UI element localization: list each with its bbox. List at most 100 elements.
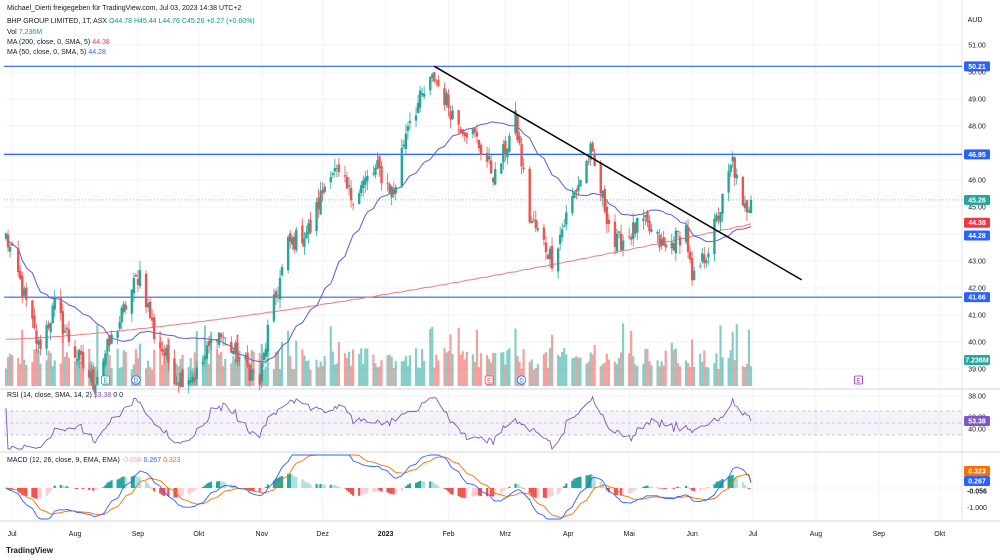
volume-bar [563,348,566,386]
macd-hist-bar [414,482,418,488]
candle-body [627,236,631,238]
volume-bar [528,362,531,386]
candle-body [195,367,199,379]
candle-body [514,110,517,134]
volume-bar [530,359,533,386]
volume-bar [494,352,497,386]
volume-bar [715,353,718,386]
candle-body [684,225,688,243]
volume-bar [390,356,393,386]
macd-hist-bar [743,484,746,488]
macd-hist-bar [715,482,718,488]
time-tick-label: Okt [193,531,204,538]
candle-body [707,253,710,258]
level-price-tag-bg [964,292,990,303]
macd-hist-bar [193,488,196,491]
volume-bar [561,351,564,386]
macd-hist-bar [144,480,148,488]
tradingview-logo[interactable]: TradingView [6,546,53,555]
macd-hist-bar [705,488,708,489]
macd-hist-bar [457,488,460,497]
volume-bar [701,361,704,386]
macd-hist-bar [656,486,659,488]
volume-bar [303,355,306,386]
volume-bar [73,361,77,386]
macd-hist-bar [159,488,162,494]
macd-hist-bar [644,485,647,488]
candle-body [303,238,306,248]
macd-hist-bar [418,480,422,488]
volume-bar [717,369,720,386]
volume-bar [408,355,412,386]
macd-hist-bar [21,488,24,496]
price-tick-label: 43.00 [968,259,986,266]
macd-hist-bar [575,477,578,488]
rsi-line [5,395,752,450]
volume-bar [165,353,168,386]
macd-hist-bar [433,483,436,488]
candle-body [437,80,440,86]
macd-hist-bar [532,488,535,498]
volume-bar [664,350,667,386]
time-tick-label: Nov [256,531,269,538]
volume-bar [159,331,162,386]
volume-bar [364,348,367,386]
macd-hist-bar [449,488,452,495]
candle-body [457,110,460,125]
volume-bar [177,366,180,386]
volume-bar [53,360,56,386]
symbol-legend: BHP GROUP LIMITED, 1T, ASX O44.78 H45.44… [7,18,255,25]
volume-bar [404,356,407,386]
macd-hist-bar [335,485,338,488]
candle-body [571,196,574,214]
macd-hist-bar [305,482,308,488]
candle-body [136,279,140,285]
candle-body [19,270,22,279]
macd-hist-bar [721,478,724,488]
macd-hist-bar [252,488,255,491]
candle-body [23,288,26,296]
candle-body [102,361,105,380]
macd-hist-bar [49,488,52,492]
volume-bar [713,363,716,386]
candle-body [727,171,730,193]
macd-hist-bar [195,488,198,489]
volume-bar [380,360,383,386]
macd-hist-bar [104,485,107,488]
rsi-value: 53.38 [93,392,112,399]
candle-body [244,356,247,359]
candle-body [459,128,462,133]
time-tick-label: 2023 [378,531,394,538]
candle-body [587,160,590,163]
volume-bar [35,348,38,386]
macd-legend: MACD (12, 26, close, 9, EMA, EMA) -0.056… [7,457,181,464]
macd-hist-bar [205,483,209,488]
volume-bar [110,367,113,386]
volume-bar [605,353,608,386]
candle-body [433,72,436,82]
ma50-price-tag-bg [964,230,990,241]
macd-hist-bar [374,488,377,492]
volume-bar [459,354,462,386]
time-tick-label: Apr [563,531,575,538]
rsi-value-tag: 53.38 [968,418,986,425]
candle-body [747,210,751,213]
candle-body [646,210,649,222]
price-tick-label: 40.00 [968,340,986,347]
candle-body [246,353,249,366]
price-tick-label: 38.00 [968,394,986,401]
candle-body [634,223,637,234]
candle-body [88,370,91,378]
volume-bar [492,352,495,386]
candle-body [319,190,322,215]
volume-bar [522,349,525,386]
macd-hist-bar [471,488,474,497]
macd-hist-bar [619,488,623,496]
candle-body [295,229,298,251]
candle-body [743,203,747,208]
macd-hist-bar [717,481,720,488]
volume-bar [406,365,410,386]
macd-hist-tag-bg [964,486,990,496]
macd-hist-bar [295,477,298,488]
